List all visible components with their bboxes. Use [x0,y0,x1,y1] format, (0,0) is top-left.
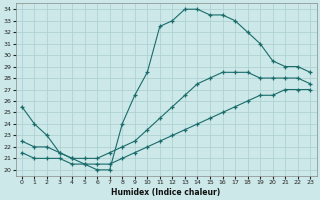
X-axis label: Humidex (Indice chaleur): Humidex (Indice chaleur) [111,188,221,197]
